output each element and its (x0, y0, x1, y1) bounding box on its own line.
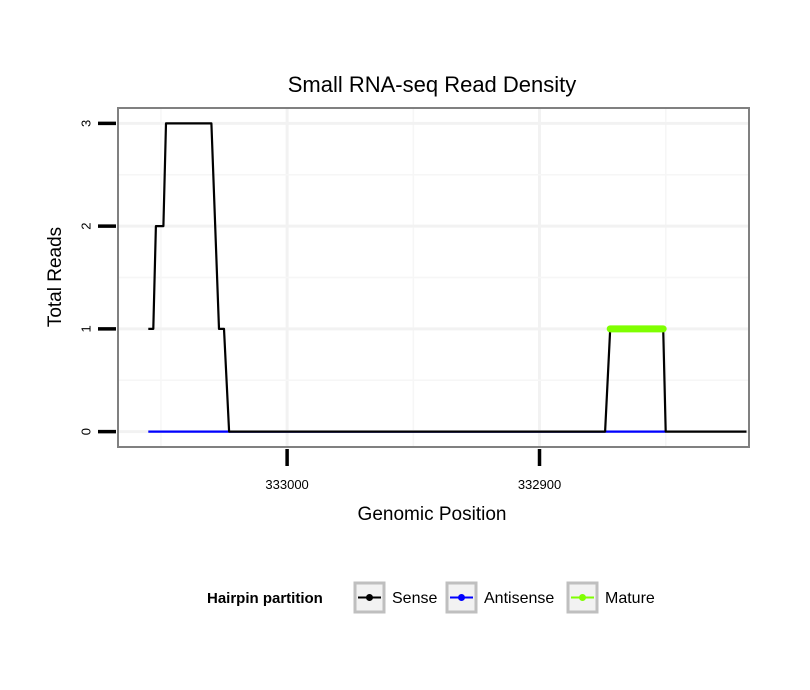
y-tick-label: 1 (79, 325, 94, 332)
legend-title: Hairpin partition (207, 590, 323, 607)
series-layer (148, 122, 747, 433)
legend: Hairpin partition Sense Antisense Mature (207, 581, 655, 614)
x-tick-label: 333000 (265, 477, 308, 492)
y-tick-label: 0 (79, 428, 94, 435)
y-tick-label: 2 (79, 223, 94, 230)
chart-title: Small RNA-seq Read Density (288, 72, 577, 97)
legend-item-antisense: Antisense (445, 581, 554, 614)
panel-border (117, 107, 750, 448)
legend-key-point (458, 594, 465, 601)
legend-item-sense: Sense (353, 581, 437, 614)
legend-label: Antisense (484, 590, 554, 607)
y-axis-title: Total Reads (45, 227, 66, 327)
x-tick-label: 332900 (518, 477, 561, 492)
x-axis: 333000 332900 (265, 449, 561, 492)
legend-key-point (579, 594, 586, 601)
legend-label: Sense (392, 590, 437, 607)
plot-panel (117, 107, 750, 448)
y-tick-label: 3 (79, 120, 94, 127)
y-axis: 0 1 2 3 (79, 120, 116, 435)
legend-item-mature: Mature (566, 581, 655, 614)
legend-key-point (366, 594, 373, 601)
x-axis-title: Genomic Position (358, 504, 507, 525)
legend-label: Mature (605, 590, 655, 607)
